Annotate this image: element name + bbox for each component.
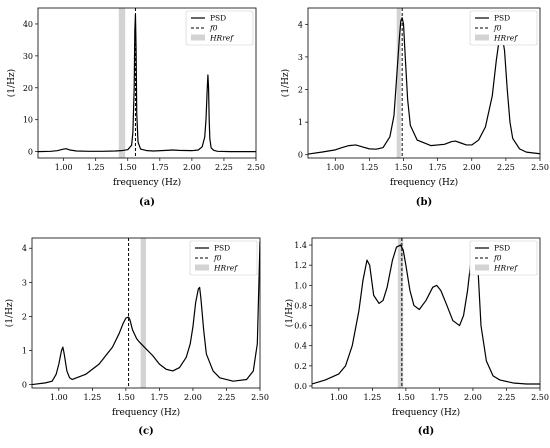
panel-label: (c) bbox=[138, 426, 154, 437]
legend-f0-label: f0 bbox=[493, 254, 502, 263]
legend-hr-ref-swatch bbox=[475, 34, 489, 41]
x-tick-label: 1.75 bbox=[151, 393, 169, 402]
x-tick-label: 1.50 bbox=[395, 163, 413, 172]
y-axis-label: (1/Hz) bbox=[284, 299, 295, 327]
psd-series-line bbox=[38, 13, 256, 153]
x-axis-label: frequency (Hz) bbox=[113, 177, 181, 188]
y-tick-label: 0.8 bbox=[294, 301, 307, 310]
y-tick-label: 1.0 bbox=[294, 281, 307, 290]
panel-label: (d) bbox=[418, 426, 434, 437]
x-tick-label: 1.00 bbox=[55, 163, 73, 172]
x-tick-label: 1.00 bbox=[326, 163, 344, 172]
legend-psd-label: PSD bbox=[494, 244, 510, 253]
chart-panel-4: 1.00 1.25 1.50 1.75 2.00 2.25 2.50 0.0 0.2 0.4 0.6… bbox=[284, 237, 549, 437]
y-axis-label: (1/Hz) bbox=[4, 299, 15, 327]
x-axis-label: frequency (Hz) bbox=[112, 407, 180, 418]
legend-hr-ref-swatch bbox=[195, 264, 209, 271]
legend-hr-ref-label: HRref bbox=[209, 34, 234, 43]
legend-hr-ref-label: HRref bbox=[493, 34, 518, 43]
y-tick-label: 0 bbox=[298, 151, 303, 160]
x-tick-label: 1.75 bbox=[431, 393, 449, 402]
x-tick-label: 2.50 bbox=[531, 163, 549, 172]
legend-f0-label: f0 bbox=[493, 24, 502, 33]
x-tick-label: 2.50 bbox=[251, 393, 269, 402]
chart-panel-1: 1.00 1.25 1.50 1.75 2.00 2.25 2.50 0 10 20 30 40 fre… bbox=[6, 7, 265, 208]
y-tick-label: 4 bbox=[298, 20, 303, 29]
panel-label: (a) bbox=[139, 197, 155, 208]
x-tick-label: 2.25 bbox=[497, 163, 515, 172]
y-tick-label: 0.2 bbox=[294, 362, 307, 371]
x-tick-label: 1.25 bbox=[363, 393, 381, 402]
y-tick-label: 30 bbox=[23, 52, 33, 61]
y-tick-label: 0.0 bbox=[294, 382, 307, 391]
hr-ref-band bbox=[118, 8, 126, 158]
y-tick-label: 3 bbox=[298, 53, 303, 62]
x-tick-label: 1.50 bbox=[397, 393, 415, 402]
x-tick-label: 1.00 bbox=[50, 393, 68, 402]
x-tick-label: 2.00 bbox=[183, 163, 201, 172]
legend-psd-label: PSD bbox=[494, 14, 510, 23]
legend-psd-label: PSD bbox=[214, 244, 230, 253]
hr-ref-band bbox=[397, 238, 404, 388]
x-tick-label: 2.00 bbox=[464, 393, 482, 402]
plot-frame bbox=[311, 237, 541, 389]
chart-panel-2: 1.00 1.25 1.50 1.75 2.00 2.25 2.50 0 1 2 3 4 frequen… bbox=[280, 7, 549, 208]
x-tick-label: 1.50 bbox=[119, 163, 137, 172]
x-tick-label: 2.25 bbox=[498, 393, 516, 402]
x-tick-label: 2.25 bbox=[218, 393, 236, 402]
plot-frame bbox=[37, 7, 257, 159]
x-axis-label: frequency (Hz) bbox=[390, 177, 458, 188]
legend-hr-ref-label: HRref bbox=[213, 264, 238, 273]
y-tick-label: 0.4 bbox=[294, 342, 307, 351]
x-tick-label: 1.00 bbox=[330, 393, 348, 402]
plot-frame bbox=[307, 7, 541, 159]
x-tick-label: 1.25 bbox=[361, 163, 379, 172]
x-tick-label: 2.25 bbox=[215, 163, 233, 172]
x-tick-label: 1.75 bbox=[151, 163, 169, 172]
y-tick-label: 4 bbox=[22, 244, 27, 253]
y-tick-label: 1.4 bbox=[294, 241, 307, 250]
x-tick-label: 2.00 bbox=[184, 393, 202, 402]
y-tick-label: 0 bbox=[22, 381, 27, 390]
y-tick-label: 1 bbox=[298, 118, 303, 127]
hr-ref-band bbox=[396, 8, 401, 158]
x-tick-label: 1.25 bbox=[87, 163, 105, 172]
y-tick-label: 40 bbox=[23, 20, 33, 29]
hr-ref-band bbox=[140, 238, 146, 388]
x-tick-label: 1.50 bbox=[117, 393, 135, 402]
y-tick-label: 2 bbox=[298, 86, 303, 95]
y-tick-label: 3 bbox=[22, 278, 27, 287]
y-axis-label: (1/Hz) bbox=[280, 69, 291, 97]
y-tick-label: 10 bbox=[23, 116, 33, 125]
legend-f0-label: f0 bbox=[209, 24, 218, 33]
y-tick-label: 1.2 bbox=[294, 261, 307, 270]
y-tick-label: 2 bbox=[22, 312, 27, 321]
legend-hr-ref-swatch bbox=[191, 34, 205, 41]
y-axis-label: (1/Hz) bbox=[6, 69, 17, 97]
x-tick-label: 2.50 bbox=[247, 163, 265, 172]
plot-frame bbox=[31, 237, 261, 389]
legend-hr-ref-label: HRref bbox=[493, 264, 518, 273]
x-tick-label: 1.75 bbox=[429, 163, 447, 172]
legend-f0-label: f0 bbox=[213, 254, 222, 263]
psd-series-line bbox=[312, 241, 540, 385]
y-tick-label: 0 bbox=[28, 148, 33, 157]
y-tick-label: 1 bbox=[22, 347, 27, 356]
y-tick-label: 20 bbox=[23, 84, 33, 93]
x-tick-label: 2.50 bbox=[531, 393, 549, 402]
panel-label: (b) bbox=[416, 197, 432, 208]
legend-hr-ref-swatch bbox=[475, 264, 489, 271]
x-axis-label: frequency (Hz) bbox=[392, 407, 460, 418]
chart-panel-3: 1.00 1.25 1.50 1.75 2.00 2.25 2.50 0 1 2 3 4 frequen… bbox=[4, 237, 269, 437]
legend-psd-label: PSD bbox=[210, 14, 226, 23]
x-tick-label: 1.25 bbox=[83, 393, 101, 402]
y-tick-label: 0.6 bbox=[294, 322, 307, 331]
psd-series-line bbox=[32, 241, 260, 386]
x-tick-label: 2.00 bbox=[463, 163, 481, 172]
